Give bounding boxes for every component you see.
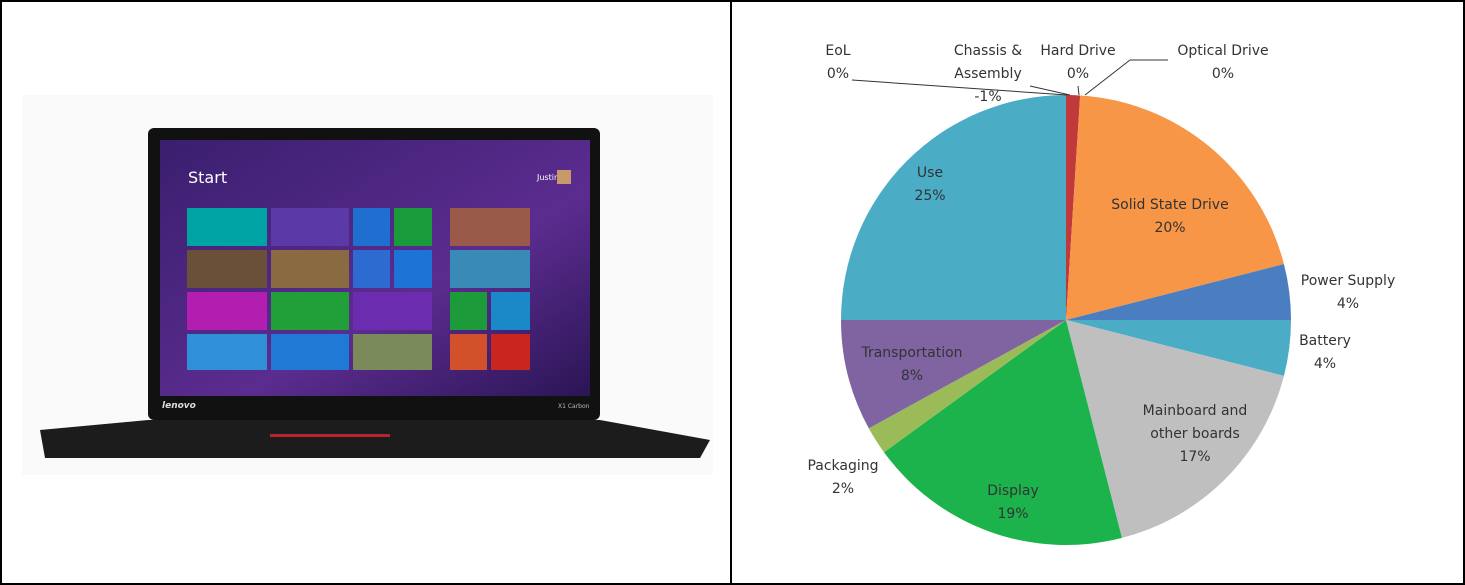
pie-slice	[1066, 264, 1291, 320]
category: Display	[987, 483, 1039, 499]
category: Packaging	[807, 458, 879, 474]
pie-slice	[1066, 320, 1284, 538]
laptop-photo: Start Justin lenovo X1 Carbon	[22, 95, 713, 475]
pie-slice	[1066, 95, 1081, 320]
category: Battery	[1299, 333, 1351, 349]
pie-slice	[841, 95, 1066, 320]
pie-slice	[1066, 95, 1284, 320]
pie-slice	[841, 320, 1066, 429]
slice-label: Use 25%	[890, 162, 970, 208]
slice-label: Mainboard and other boards 17%	[1125, 400, 1265, 469]
category: Chassis & Assembly	[953, 43, 1023, 82]
value-label: 4%	[1336, 296, 1360, 312]
pie-slice	[1066, 320, 1291, 376]
tiles	[187, 208, 530, 370]
value-label: 0%	[1211, 66, 1235, 82]
pie-chart	[841, 59, 1291, 545]
trackpoint-strip	[270, 434, 390, 437]
base	[40, 420, 710, 458]
slice-label: Battery 4%	[1285, 330, 1365, 376]
value-label: 17%	[1179, 449, 1211, 465]
leader-line	[1084, 59, 1131, 96]
value-label: -1%	[974, 89, 1002, 105]
value-label: 19%	[997, 506, 1029, 522]
slice-label: Chassis & Assembly -1%	[943, 40, 1033, 109]
category: Hard Drive	[1040, 43, 1116, 59]
value-label: 20%	[1154, 220, 1186, 236]
category: Optical Drive	[1177, 43, 1269, 59]
pie-slice	[868, 320, 1066, 453]
slice-label: Solid State Drive 20%	[1090, 194, 1250, 240]
model: X1 Carbon	[558, 403, 590, 410]
category: Use	[916, 165, 944, 181]
avatar	[557, 170, 571, 184]
category: EoL	[825, 43, 851, 59]
slice-label: Hard Drive 0%	[1033, 40, 1123, 86]
user-name: Justin	[536, 173, 559, 182]
value-label: 2%	[831, 481, 855, 497]
brand: lenovo	[162, 401, 196, 411]
leader-line	[1077, 85, 1080, 96]
leader-line	[851, 79, 1068, 96]
slice-label: Packaging 2%	[798, 455, 888, 501]
slice-label: Transportation 8%	[847, 342, 977, 388]
value-label: 0%	[826, 66, 850, 82]
slice-label: EoL 0%	[818, 40, 858, 86]
value-label: 0%	[1066, 66, 1090, 82]
slice-label: Display 19%	[968, 480, 1058, 526]
category: Mainboard and other boards	[1142, 403, 1248, 442]
category: Transportation	[861, 345, 963, 361]
slice-label: Optical Drive 0%	[1163, 40, 1283, 86]
screen-title: Start	[188, 168, 227, 187]
value-label: 4%	[1313, 356, 1337, 372]
leader-line	[1029, 85, 1071, 96]
category: Solid State Drive	[1111, 197, 1229, 213]
category: Power Supply	[1300, 273, 1396, 289]
value-label: 8%	[900, 368, 924, 384]
value-label: 25%	[914, 188, 946, 204]
pie-slice	[883, 320, 1122, 545]
slice-label: Power Supply 4%	[1283, 270, 1413, 316]
